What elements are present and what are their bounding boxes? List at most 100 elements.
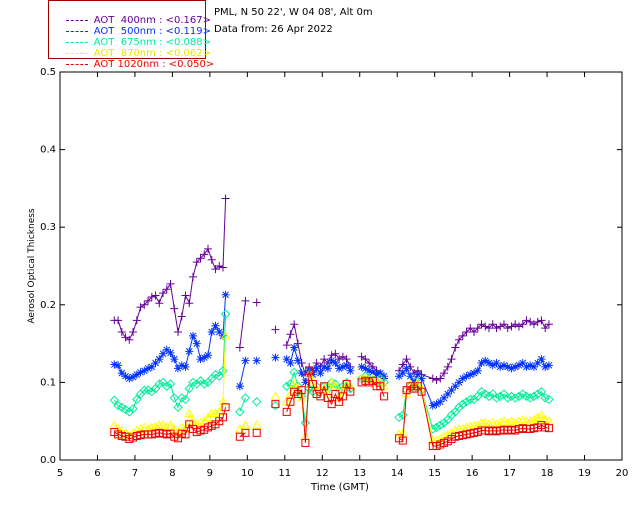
data-point	[537, 316, 546, 325]
data-point	[151, 359, 160, 367]
data-point	[529, 391, 539, 402]
data-point	[271, 325, 280, 334]
data-point	[462, 372, 471, 381]
data-point	[270, 391, 281, 400]
data-point	[458, 399, 468, 409]
data-point	[417, 387, 426, 396]
data-point	[440, 393, 449, 402]
data-point	[286, 397, 295, 406]
data-point	[210, 408, 221, 417]
data-point	[544, 424, 553, 433]
x-tick-label: 5	[57, 468, 63, 479]
data-point	[331, 349, 340, 358]
data-point	[488, 320, 497, 329]
data-point	[488, 361, 497, 370]
data-point	[499, 416, 509, 425]
data-point	[454, 402, 464, 412]
data-point	[282, 407, 291, 416]
data-point	[342, 379, 351, 388]
data-point	[144, 364, 153, 373]
data-point	[132, 370, 141, 379]
data-point	[196, 355, 205, 364]
data-point	[346, 366, 355, 375]
data-point	[207, 327, 216, 336]
data-point	[240, 420, 251, 429]
data-point	[177, 312, 186, 321]
data-point	[189, 272, 198, 281]
data-point	[184, 408, 195, 417]
legend-line-870nm	[65, 52, 88, 54]
x-tick-label: 16	[466, 468, 479, 479]
data-point	[465, 394, 475, 405]
data-point	[436, 397, 445, 406]
data-point	[289, 378, 300, 388]
legend-label-500nm: AOT 500nm : <0.119>	[93, 26, 211, 37]
data-point	[481, 322, 490, 331]
data-point	[368, 368, 377, 377]
x-tick-label: 17	[503, 468, 516, 479]
data-point	[518, 389, 528, 399]
y-axis-label: Aerosol Optical Thickness	[27, 208, 37, 324]
data-point	[372, 370, 381, 379]
data-point	[221, 403, 230, 412]
data-point	[443, 362, 452, 371]
data-point	[117, 402, 127, 412]
legend-item-1020nm: AOT 1020nm : <0.050>	[53, 47, 214, 70]
data-point	[189, 331, 198, 340]
data-point	[165, 420, 176, 429]
y-tick-label: 0.0	[40, 455, 56, 466]
data-point	[139, 385, 150, 395]
data-point	[492, 359, 501, 367]
data-point	[110, 360, 119, 369]
x-tick-label: 20	[616, 468, 629, 479]
data-point	[432, 376, 441, 385]
x-tick-label: 18	[541, 468, 554, 479]
station-info: PML, N 50 22', W 04 08', Alt 0m	[214, 7, 373, 18]
data-point	[289, 367, 299, 378]
data-point	[398, 436, 407, 445]
x-tick-label: 8	[169, 468, 175, 479]
data-point	[218, 366, 228, 376]
data-point	[166, 279, 175, 288]
series-line	[113, 314, 227, 413]
x-axis-label: Time (GMT)	[310, 482, 369, 493]
x-tick-label: 6	[94, 468, 100, 479]
data-point	[312, 364, 321, 373]
data-point	[155, 355, 164, 364]
y-tick-label: 0.4	[40, 145, 56, 156]
data-point	[506, 416, 517, 425]
data-point	[330, 381, 341, 390]
data-point	[417, 374, 426, 383]
data-point	[162, 345, 171, 354]
data-point	[495, 391, 505, 402]
data-point	[129, 372, 138, 381]
data-point	[200, 250, 209, 259]
data-point	[507, 364, 516, 373]
data-point	[155, 299, 164, 308]
data-point	[517, 414, 528, 424]
data-point	[251, 397, 262, 407]
data-point	[338, 362, 347, 371]
data-point	[536, 409, 547, 419]
data-point	[511, 362, 520, 371]
data-point	[529, 362, 538, 371]
legend-label-675nm: AOT 675nm : <0.088>	[93, 37, 211, 48]
data-point	[165, 379, 176, 389]
y-tick-label: 0.3	[40, 222, 56, 233]
data-point	[533, 359, 542, 367]
data-point	[192, 258, 201, 267]
data-point	[470, 369, 479, 378]
data-point	[496, 362, 505, 371]
data-point	[331, 359, 340, 367]
data-point	[203, 244, 212, 253]
data-point	[395, 372, 404, 381]
data-point	[235, 343, 244, 352]
data-point	[473, 324, 482, 333]
data-point	[480, 389, 490, 399]
legend-label-400nm: AOT 400nm : <0.167>	[93, 15, 211, 26]
data-point	[136, 368, 145, 377]
data-point	[320, 362, 329, 371]
data-point	[470, 327, 479, 336]
series-line	[239, 300, 246, 348]
data-point	[532, 412, 543, 421]
